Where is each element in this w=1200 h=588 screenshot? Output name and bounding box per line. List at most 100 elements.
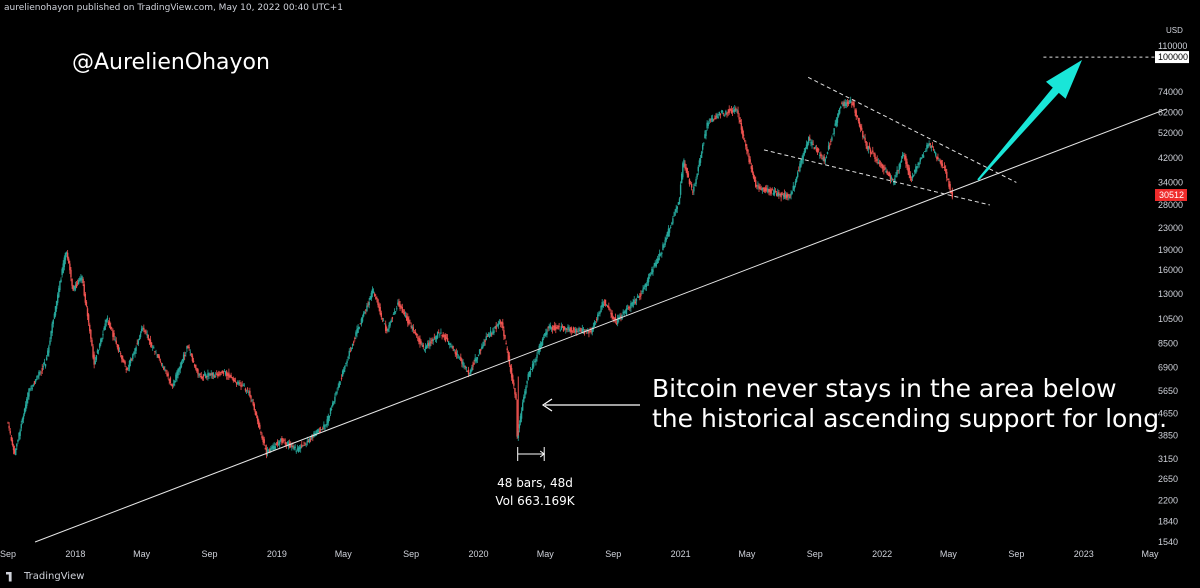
candle-body [50,331,52,339]
candle-body [882,164,884,169]
candle-body [946,171,948,178]
candle-body [796,172,799,177]
candle-body [33,381,36,384]
candle-body [409,322,411,324]
candle-body [277,444,280,445]
candle-body [430,341,432,343]
time-axis[interactable]: Sep 2018 May Sep 2019 May Sep 2020 May Sep 2021 May… [0,549,1159,559]
candle-body [18,432,20,440]
candle-body [373,293,376,296]
candle-body [55,301,58,309]
candle-body [557,325,559,330]
candle-body [436,332,439,338]
time-tick-label: Sep [807,549,823,559]
candle-body [628,307,630,308]
candle-body [906,161,908,167]
candle-body [459,357,461,359]
candle-body [504,335,506,339]
candle-body [856,115,859,117]
candle-body [329,408,332,414]
candle-body [554,325,556,331]
candle-body [225,371,228,376]
candle-body [328,415,331,418]
candle-body [411,326,413,329]
candle-body [36,378,38,380]
candle-body [610,312,612,315]
candle-body [737,110,739,114]
candle-body [793,185,796,189]
candle-body [379,306,381,315]
candle-body [533,362,535,367]
candle-body [457,357,460,359]
candle-body [369,296,371,300]
price-tick-label: 62000 [1158,108,1183,118]
price-axis[interactable]: 110000 74000 62000 52000 42000 34000 28000 2300… [1155,41,1189,547]
candle-body [594,323,597,325]
candle-body [249,390,251,397]
candle-body [935,152,937,156]
candle-body [719,113,722,116]
candle-body [16,443,18,447]
candle-body [75,284,78,288]
target-price-label: 100000 [1158,52,1188,62]
candle-body [665,237,667,241]
candle-body [486,336,489,338]
candle-body [588,330,590,334]
candle-body [590,330,592,333]
candle-body [720,111,723,113]
candle-body [377,299,379,305]
candle-body [211,372,214,376]
candle-body [70,269,72,278]
candle-body [484,340,486,342]
candle-body [385,324,387,331]
candle-body [591,328,593,333]
candle-body [390,320,392,323]
candle-body [494,326,496,328]
candle-body [428,342,430,346]
candle-body [306,440,309,443]
candle-body [253,404,255,411]
candle-body [696,173,698,177]
candle-body [639,296,641,297]
tradingview-brand[interactable]: TradingView [6,571,84,582]
candle-body [262,437,264,443]
candle-body [305,443,307,445]
candle-body [232,378,235,382]
candle-body [242,384,244,386]
candle-body [694,184,696,186]
price-tick-label: 6900 [1158,363,1178,373]
candle-body [630,303,632,308]
candle-body [346,360,348,364]
candle-body [111,329,113,331]
candle-body [834,123,836,126]
candle-body [446,338,449,342]
candle-body [746,146,748,152]
candle-body [875,159,877,161]
time-tick-label: Sep [403,549,419,559]
candle-body [267,449,270,453]
candle-body [806,142,809,147]
candle-body [184,355,186,357]
candle-body [453,349,455,351]
candle-body [788,197,790,199]
candle-body [813,147,815,150]
candle-body [566,328,568,330]
candle-body [842,103,844,107]
candle-body [344,365,346,370]
candle-body [495,325,497,330]
candle-body [660,254,662,256]
candle-body [798,170,800,171]
candle-body [265,448,268,456]
measure-arrow-icon [539,450,546,458]
candle-body [465,366,468,369]
candle-body [58,288,60,298]
candle-body [688,179,691,185]
candle-body [582,328,585,330]
candle-body [637,296,640,298]
candle-body [153,347,155,349]
candle-body [528,371,530,377]
candle-body [228,372,230,378]
candle-body [519,416,522,423]
candle-body [683,159,685,167]
